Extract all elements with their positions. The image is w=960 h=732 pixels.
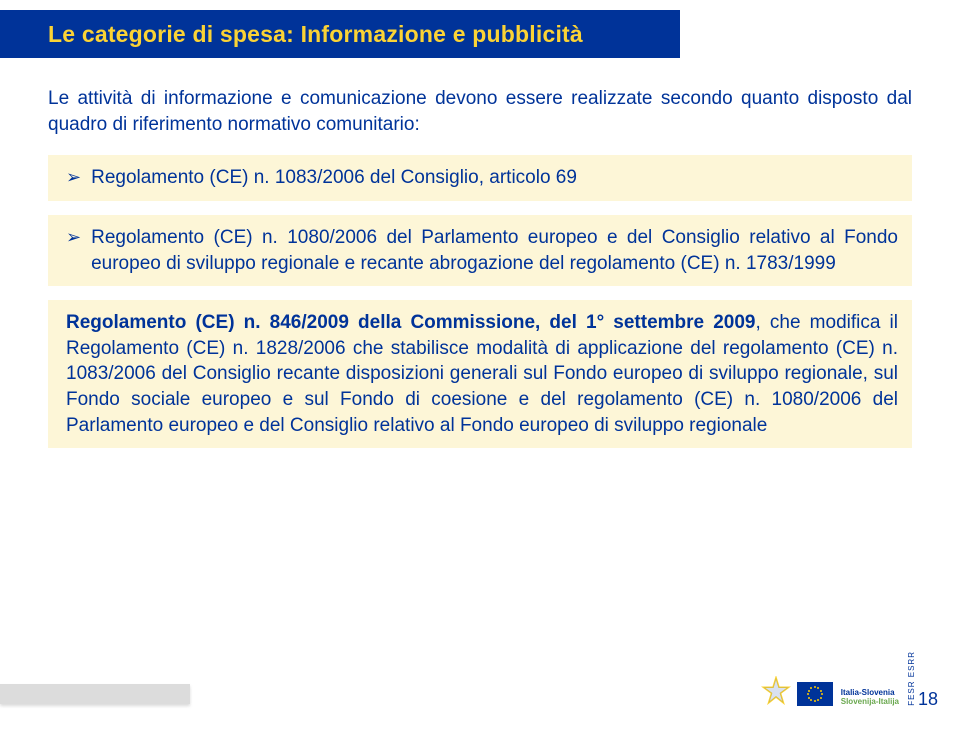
list-item: ➢ Regolamento (CE) n. 1083/2006 del Cons… [66, 165, 898, 191]
slide-content: Le attività di informazione e comunicazi… [48, 86, 912, 462]
regulation-3-bold: Regolamento (CE) n. 846/2009 della Commi… [66, 312, 756, 333]
star-logo-icon [761, 676, 791, 706]
regulation-1-text: Regolamento (CE) n. 1083/2006 del Consig… [91, 165, 898, 191]
footer-grey-bar [0, 684, 190, 704]
intro-paragraph: Le attività di informazione e comunicazi… [48, 86, 912, 137]
regulation-2-text: Regolamento (CE) n. 1080/2006 del Parlam… [91, 225, 898, 276]
regulation-block-3: Regolamento (CE) n. 846/2009 della Commi… [48, 300, 912, 448]
programme-label: Italia-Slovenia Slovenija-Italija [841, 689, 899, 706]
bullet-icon: ➢ [66, 225, 81, 249]
list-item: ➢ Regolamento (CE) n. 1080/2006 del Parl… [66, 225, 898, 276]
logo-cluster: Italia-Slovenia Slovenija-Italija FESR E… [761, 651, 916, 706]
fesr-label: FESR ESRR [907, 651, 916, 706]
bullet-icon: ➢ [66, 165, 81, 189]
regulation-block-1: ➢ Regolamento (CE) n. 1083/2006 del Cons… [48, 155, 912, 201]
slide-title: Le categorie di spesa: Informazione e pu… [48, 21, 583, 48]
programme-line-2: Slovenija-Italija [841, 698, 899, 706]
regulation-block-2: ➢ Regolamento (CE) n. 1080/2006 del Parl… [48, 215, 912, 286]
page-number: 18 [918, 689, 938, 710]
eu-flag-icon [797, 682, 833, 706]
slide-title-bar: Le categorie di spesa: Informazione e pu… [0, 10, 680, 58]
regulation-2-lead: Regolamento (CE) n. 1080/2006 del Parlam… [91, 227, 740, 248]
